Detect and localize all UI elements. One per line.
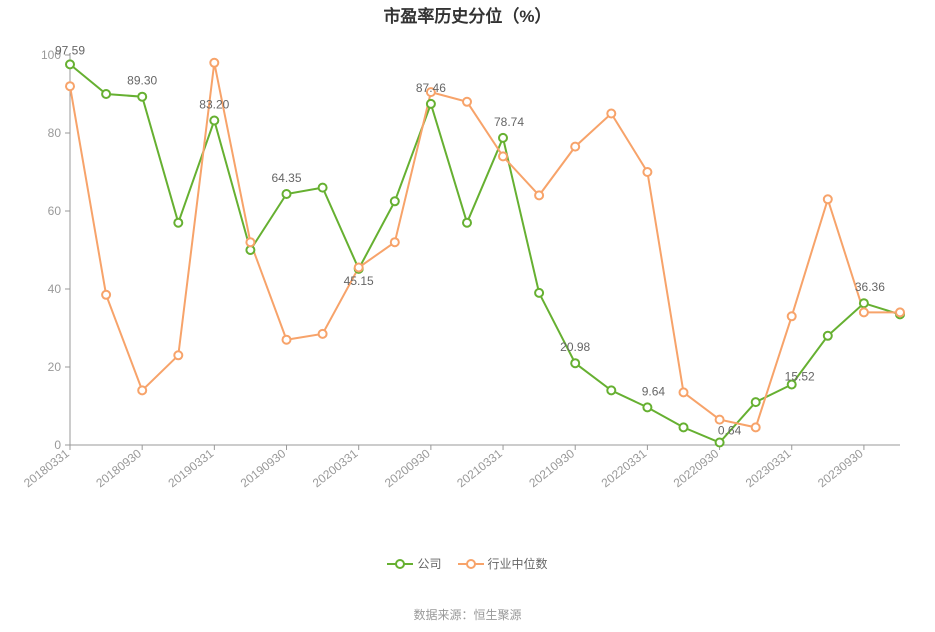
- x-tick-label: 20180930: [93, 446, 144, 490]
- x-tick-label: 20180331: [21, 446, 72, 490]
- marker-industry_median: [102, 291, 110, 299]
- source-prefix: 数据来源：: [413, 608, 473, 622]
- point-label: 15.52: [785, 370, 815, 384]
- marker-industry_median: [716, 416, 724, 424]
- marker-industry_median: [535, 191, 543, 199]
- marker-company: [174, 219, 182, 227]
- point-label: 20.98: [560, 340, 590, 354]
- marker-industry_median: [319, 330, 327, 338]
- series-line-company: [70, 64, 900, 442]
- chart-legend: 公司 行业中位数: [0, 555, 935, 574]
- point-label: 97.59: [55, 43, 85, 57]
- marker-industry_median: [752, 423, 760, 431]
- marker-company: [752, 398, 760, 406]
- marker-industry_median: [643, 168, 651, 176]
- x-tick-label: 20190930: [238, 446, 289, 490]
- legend-label: 行业中位数: [488, 555, 548, 572]
- x-tick-label: 20220930: [671, 446, 722, 490]
- point-label: 87.46: [416, 81, 446, 95]
- series-line-industry_median: [70, 63, 900, 428]
- marker-company: [535, 289, 543, 297]
- x-tick-label: 20210331: [454, 446, 505, 490]
- y-tick-label: 60: [48, 204, 62, 218]
- marker-company: [283, 190, 291, 198]
- marker-company: [391, 197, 399, 205]
- marker-company: [680, 423, 688, 431]
- marker-industry_median: [66, 82, 74, 90]
- point-label: 78.74: [494, 115, 524, 129]
- marker-company: [102, 90, 110, 98]
- x-tick-label: 20190331: [166, 446, 217, 490]
- x-tick-label: 20210930: [526, 446, 577, 490]
- marker-company: [607, 386, 615, 394]
- marker-company: [138, 93, 146, 101]
- chart-title: 市盈率历史分位（%）: [0, 0, 935, 27]
- marker-company: [499, 134, 507, 142]
- y-tick-label: 40: [48, 282, 62, 296]
- marker-industry_median: [463, 98, 471, 106]
- point-label: 64.35: [271, 171, 301, 185]
- legend-item-company[interactable]: 公司: [387, 555, 441, 572]
- source-text: 恒生聚源: [474, 608, 522, 622]
- point-label: 9.64: [642, 384, 666, 398]
- marker-industry_median: [246, 238, 254, 246]
- marker-industry_median: [860, 308, 868, 316]
- marker-company: [319, 184, 327, 192]
- legend-swatch-company: [387, 557, 413, 571]
- marker-industry_median: [824, 195, 832, 203]
- marker-company: [571, 359, 579, 367]
- chart-plot-area: 0204060801002018033120180930201903312019…: [20, 45, 935, 535]
- marker-company: [860, 299, 868, 307]
- marker-company: [463, 219, 471, 227]
- y-tick-label: 80: [48, 126, 62, 140]
- x-tick-label: 20230331: [743, 446, 794, 490]
- pe-percentile-chart: 市盈率历史分位（%） 02040608010020180331201809302…: [0, 0, 935, 632]
- marker-company: [824, 332, 832, 340]
- marker-industry_median: [355, 264, 363, 272]
- marker-industry_median: [174, 351, 182, 359]
- legend-swatch-industry_median: [458, 557, 484, 571]
- marker-industry_median: [138, 386, 146, 394]
- point-label: 83.20: [199, 98, 229, 112]
- marker-industry_median: [607, 110, 615, 118]
- marker-industry_median: [210, 59, 218, 67]
- point-label: 89.30: [127, 74, 157, 88]
- marker-industry_median: [788, 312, 796, 320]
- marker-company: [427, 100, 435, 108]
- marker-industry_median: [896, 308, 904, 316]
- x-tick-label: 20220331: [599, 446, 650, 490]
- marker-industry_median: [499, 152, 507, 160]
- chart-source: 数据来源：恒生聚源: [0, 606, 935, 623]
- marker-industry_median: [680, 388, 688, 396]
- x-tick-label: 20200930: [382, 446, 433, 490]
- point-label: 36.36: [855, 280, 885, 294]
- marker-company: [643, 403, 651, 411]
- marker-company: [66, 60, 74, 68]
- y-tick-label: 20: [48, 360, 62, 374]
- x-tick-label: 20200331: [310, 446, 361, 490]
- point-label: 45.15: [344, 274, 374, 288]
- marker-industry_median: [391, 238, 399, 246]
- legend-item-industry_median[interactable]: 行业中位数: [458, 555, 548, 572]
- point-label: 0.64: [718, 424, 742, 438]
- marker-industry_median: [571, 143, 579, 151]
- marker-company: [210, 117, 218, 125]
- marker-industry_median: [283, 336, 291, 344]
- marker-company: [716, 439, 724, 447]
- legend-label: 公司: [417, 555, 441, 572]
- x-tick-label: 20230930: [815, 446, 866, 490]
